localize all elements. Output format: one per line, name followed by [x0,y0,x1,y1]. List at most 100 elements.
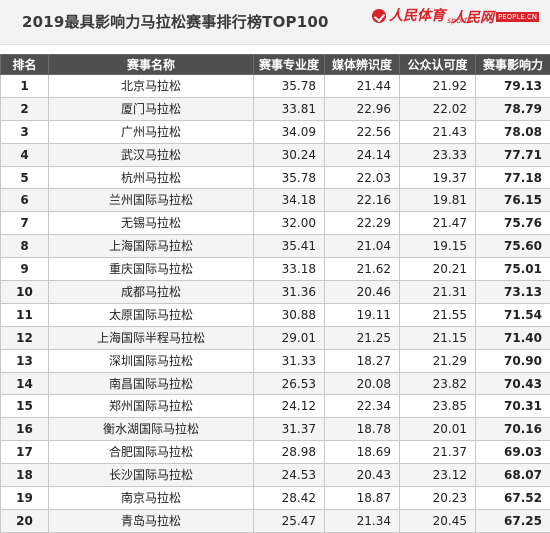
cell-public: 20.45 [400,509,476,532]
page-title: 2019最具影响力马拉松赛事排行榜TOP100 [22,11,329,32]
cell-rank: 12 [1,326,49,349]
cell-media: 21.04 [325,235,400,258]
cell-rank: 18 [1,464,49,487]
cell-public: 21.29 [400,349,476,372]
cell-media: 24.14 [325,143,400,166]
cell-rank: 3 [1,120,49,143]
cell-name: 合肥国际马拉松 [49,441,254,464]
cell-name: 兰州国际马拉松 [49,189,254,212]
cell-impact: 70.43 [476,372,550,395]
column-header-impact: 赛事影响力 [476,55,550,75]
cell-media: 19.11 [325,303,400,326]
cell-name: 太原国际马拉松 [49,303,254,326]
cell-public: 21.31 [400,281,476,304]
cell-media: 21.62 [325,258,400,281]
table-header-row: 排名 赛事名称 赛事专业度 媒体辨识度 公众认可度 赛事影响力 [1,55,550,75]
cell-impact: 77.18 [476,166,550,189]
cell-public: 21.15 [400,326,476,349]
people-sports-logo-text: 人民体育 [389,9,445,23]
cell-public: 21.37 [400,441,476,464]
column-header-pro: 赛事专业度 [254,55,325,75]
cell-impact: 78.79 [476,97,550,120]
cell-pro: 24.53 [254,464,325,487]
column-header-name: 赛事名称 [49,55,254,75]
people-cn-logo[interactable]: 人民网 PEOPLE.CN [452,7,539,27]
cell-public: 20.21 [400,258,476,281]
cell-impact: 68.07 [476,464,550,487]
cell-public: 19.37 [400,166,476,189]
cell-media: 20.46 [325,281,400,304]
cell-media: 22.03 [325,166,400,189]
cell-media: 21.25 [325,326,400,349]
cell-pro: 24.12 [254,395,325,418]
ranking-page: 2019最具影响力马拉松赛事排行榜TOP100 人民体育 sports 人民网 … [0,0,550,501]
cell-name: 武汉马拉松 [49,143,254,166]
cell-rank: 13 [1,349,49,372]
cell-rank: 17 [1,441,49,464]
cell-public: 20.23 [400,487,476,510]
cell-public: 19.15 [400,235,476,258]
people-cn-logo-box: PEOPLE.CN [496,12,539,22]
cell-name: 深圳国际马拉松 [49,349,254,372]
cell-impact: 77.71 [476,143,550,166]
cell-public: 21.55 [400,303,476,326]
cell-media: 20.43 [325,464,400,487]
cell-media: 20.08 [325,372,400,395]
cell-name: 长沙国际马拉松 [49,464,254,487]
people-cn-logo-text: 人民网 [452,7,494,27]
cell-impact: 67.25 [476,509,550,532]
cell-rank: 14 [1,372,49,395]
cell-name: 青岛马拉松 [49,509,254,532]
cell-media: 18.27 [325,349,400,372]
cell-media: 22.56 [325,120,400,143]
cell-pro: 31.36 [254,281,325,304]
cell-pro: 35.78 [254,75,325,98]
cell-rank: 2 [1,97,49,120]
cell-pro: 28.42 [254,487,325,510]
cell-rank: 1 [1,75,49,98]
cell-pro: 30.88 [254,303,325,326]
cell-pro: 32.00 [254,212,325,235]
column-header-public: 公众认可度 [400,55,476,75]
cell-rank: 8 [1,235,49,258]
cell-rank: 4 [1,143,49,166]
cell-name: 衡水湖国际马拉松 [49,418,254,441]
cell-name: 重庆国际马拉松 [49,258,254,281]
cell-name: 南昌国际马拉松 [49,372,254,395]
cell-pro: 25.47 [254,509,325,532]
cell-pro: 33.18 [254,258,325,281]
cell-rank: 11 [1,303,49,326]
cell-impact: 75.01 [476,258,550,281]
cell-pro: 34.09 [254,120,325,143]
cell-pro: 30.24 [254,143,325,166]
cell-name: 厦门马拉松 [49,97,254,120]
cell-name: 上海国际半程马拉松 [49,326,254,349]
cell-media: 22.29 [325,212,400,235]
cell-public: 20.01 [400,418,476,441]
cell-public: 23.12 [400,464,476,487]
cell-public: 23.33 [400,143,476,166]
cell-impact: 76.15 [476,189,550,212]
cell-public: 19.81 [400,189,476,212]
cell-pro: 29.01 [254,326,325,349]
cell-impact: 73.13 [476,281,550,304]
title-banner: 2019最具影响力马拉松赛事排行榜TOP100 人民体育 sports 人民网 … [0,0,550,45]
cell-media: 22.34 [325,395,400,418]
cell-impact: 71.54 [476,303,550,326]
cell-public: 23.85 [400,395,476,418]
cell-name: 杭州马拉松 [49,166,254,189]
cell-name: 成都马拉松 [49,281,254,304]
cell-pro: 26.53 [254,372,325,395]
cell-rank: 9 [1,258,49,281]
